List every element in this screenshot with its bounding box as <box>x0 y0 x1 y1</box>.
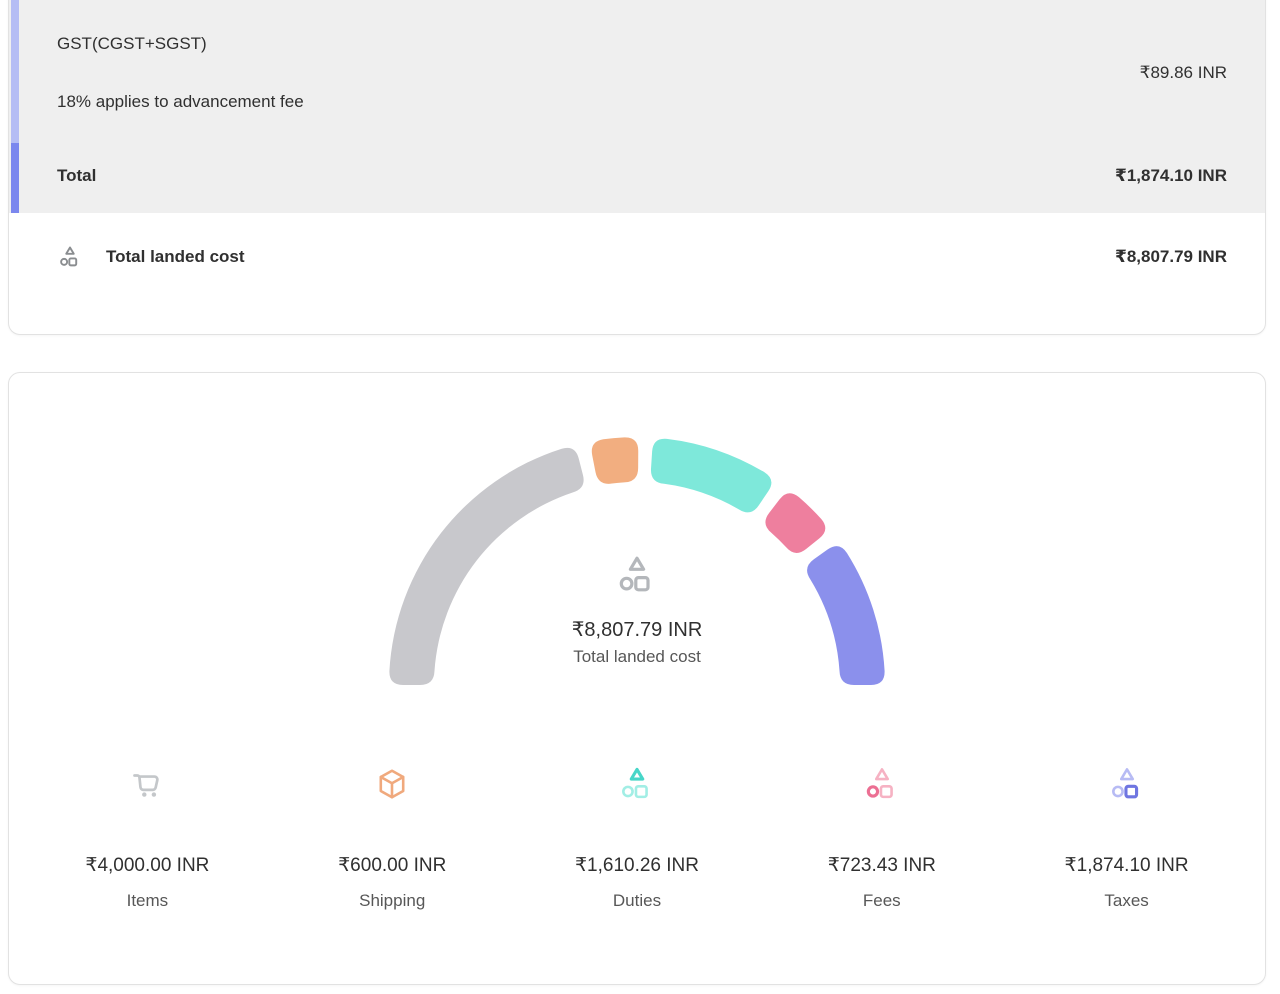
gauge-center-amount: ₹8,807.79 INR <box>571 619 703 641</box>
legend-amount-fees: ₹723.43 INR <box>827 855 936 876</box>
legend-label-duties: Duties <box>612 891 662 910</box>
gauge-segment-taxes <box>807 546 885 685</box>
total-row-accent-bar <box>11 143 19 213</box>
legend-label-fees: Fees <box>862 891 901 910</box>
gauge-center-overlay: ₹8,807.79 INR Total landed cost <box>467 421 807 668</box>
gauge-segment-shipping <box>591 437 639 484</box>
total-row: Total ₹1,874.10 INR <box>9 143 1265 213</box>
cart-icon <box>133 774 160 797</box>
shapes-icon <box>60 246 78 267</box>
summary-tax-section: GST(CGST+SGST) 18% applies to advancemen… <box>9 0 1265 213</box>
gst-subtitle: 18% applies to advancement fee <box>57 92 304 111</box>
legend-amount-duties: ₹1,610.26 INR <box>574 855 700 876</box>
total-amount: ₹1,874.10 INR <box>1114 166 1227 185</box>
gst-row-accent-bar <box>11 0 19 143</box>
legend-label-taxes: Taxes <box>1104 891 1149 910</box>
gauge-svg <box>389 437 885 685</box>
legend-item-fees: ₹723.43 INR Fees <box>759 764 1004 911</box>
landed-cost-chart-card: ₹8,807.79 INR Total landed cost ₹4,000.0… <box>8 372 1266 985</box>
shapes-triangle-icon <box>622 767 648 799</box>
shapes-circle-icon <box>866 768 893 799</box>
package-icon <box>379 769 405 799</box>
legend-item-items: ₹4,000.00 INR Items <box>25 764 270 911</box>
legend-label-items: Items <box>126 891 169 910</box>
cost-summary-card: GST(CGST+SGST) 18% applies to advancemen… <box>8 0 1266 335</box>
cost-legend: ₹4,000.00 INR Items ₹600.00 INR Shipping <box>25 764 1249 911</box>
gst-amount: ₹89.86 INR <box>1139 63 1227 82</box>
total-landed-cost-label: Total landed cost <box>106 247 245 266</box>
total-landed-cost-row: Total landed cost ₹8,807.79 INR <box>9 213 1265 270</box>
gauge-segment-fees <box>765 493 826 553</box>
total-landed-cost-amount: ₹8,807.79 INR <box>1114 247 1227 266</box>
legend-amount-items: ₹4,000.00 INR <box>85 855 210 876</box>
legend-amount-taxes: ₹1,874.10 INR <box>1064 855 1189 876</box>
total-label: Total <box>57 166 97 185</box>
legend-item-shipping: ₹600.00 INR Shipping <box>270 764 515 911</box>
gst-row: GST(CGST+SGST) 18% applies to advancemen… <box>9 0 1265 143</box>
legend-amount-shipping: ₹600.00 INR <box>338 855 447 876</box>
gauge-chart-area: ₹8,807.79 INR Total landed cost <box>25 421 1249 699</box>
gauge-segment-duties <box>650 438 772 513</box>
gst-title: GST(CGST+SGST) <box>57 34 207 53</box>
shapes-square-icon <box>1111 768 1138 799</box>
shapes-icon <box>619 556 650 592</box>
gst-row-text: GST(CGST+SGST) 18% applies to advancemen… <box>57 33 304 113</box>
legend-item-duties: ₹1,610.26 INR Duties <box>515 764 760 911</box>
legend-item-taxes: ₹1,874.10 INR Taxes <box>1004 764 1249 911</box>
gauge-segment-items <box>389 447 584 685</box>
gauge-center-label: Total landed cost <box>573 647 701 666</box>
legend-label-shipping: Shipping <box>359 891 426 910</box>
